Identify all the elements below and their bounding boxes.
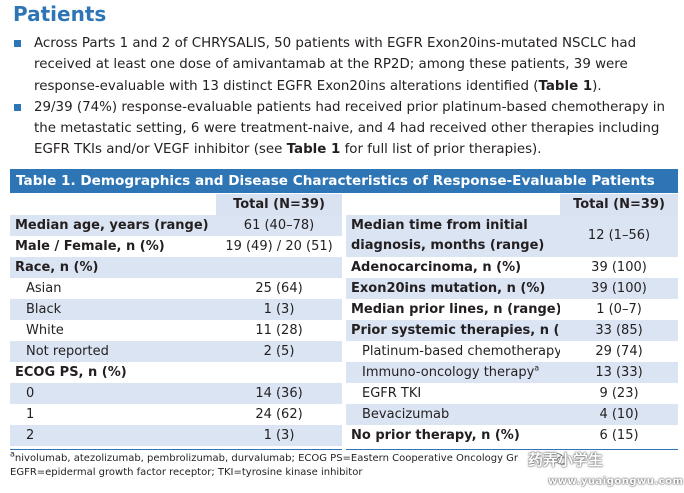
row-value: 11 (28) [255,323,303,338]
row-value: 6 (15) [599,428,639,443]
table-row: Race, n (%) [10,257,342,278]
bullet-item-2: 29/39 (74%) response-evaluable patients … [14,97,678,161]
table-row: Median time from initial diagnosis, month… [346,215,678,257]
table-row: Adenocarcinoma, n (%) 39 (100) [346,257,678,278]
table-row: ECOG PS, n (%) [10,362,342,383]
bullet-square-icon [14,103,21,111]
row-value: 39 (100) [591,260,647,275]
row-label: No prior therapy, n (%) [351,428,520,443]
row-label: Exon20ins mutation, n (%) [346,278,560,299]
table-row: Immuno-oncology therapya 13 (33) [346,362,678,383]
row-value: 1 (3) [216,299,342,320]
footnote-line-1: anivolumab, atezolizumab, pembrolizumab,… [10,449,519,464]
row-label: Black [10,299,216,320]
bullet-item-1: Across Parts 1 and 2 of CHRYSALIS, 50 pa… [14,33,678,97]
table-row: Asian 25 (64) [10,278,342,299]
table-row: EGFR TKI 9 (23) [346,383,678,404]
column-header: Total (N=39) [560,194,678,215]
row-value: 24 (62) [255,407,303,422]
row-value: 33 (85) [560,320,678,341]
table-title: Table 1. Demographics and Disease Charac… [10,169,678,193]
row-value: 29 (74) [595,344,643,359]
row-label: EGFR TKI [362,386,422,401]
table-row: Not reported 2 (5) [10,341,342,362]
table-left-panel: Total (N=39) Median age, years (range) 61… [10,194,342,450]
row-value: 39 (100) [560,278,678,299]
row-label: Race, n (%) [10,257,216,278]
watermark-text: 药弄小学生 [528,451,604,469]
table-reference: Table 1 [538,78,593,94]
table-row: 1 24 (62) [10,404,342,425]
table-right-panel: Total (N=39) Median time from initial dia… [346,194,678,450]
table-row: No prior therapy, n (%) 6 (15) [346,425,678,446]
row-label: 0 [10,383,216,404]
bullet-text: 29/39 (74%) response-evaluable patients … [34,99,665,158]
table-row: Male / Female, n (%) 19 (49) / 20 (51) [10,236,342,257]
row-label: Median age, years (range) [10,215,216,236]
column-header: Total (N=39) [216,194,342,215]
row-value: 1 (0–7) [596,302,642,317]
row-label: Not reported [10,341,216,362]
row-value: 12 (1–56) [560,215,678,257]
row-label: Prior systemic therapies, n (%) [346,320,560,341]
row-label: Median prior lines, n (range) [351,302,560,317]
row-label: ECOG PS, n (%) [15,365,127,380]
row-value: 9 (23) [599,386,639,401]
row-value: 19 (49) / 20 (51) [225,239,333,254]
page-title: Patients [13,2,107,26]
row-label: White [26,323,64,338]
table-row: Median prior lines, n (range) 1 (0–7) [346,299,678,320]
watermark-url: www.yuaigongwu.com [548,476,684,487]
row-value: 1 (3) [216,425,342,446]
row-value: 14 (36) [216,383,342,404]
table-row: Prior systemic therapies, n (%) 33 (85) [346,320,678,341]
row-label: 1 [26,407,35,422]
table-header: Total (N=39) [346,194,678,215]
bullet-text: Across Parts 1 and 2 of CHRYSALIS, 50 pa… [34,36,637,94]
row-label: Median time from initial diagnosis, month… [346,215,560,257]
row-label: Bevacizumab [346,404,560,425]
wechat-logo-icon [551,453,567,465]
table-row: 0 14 (36) [10,383,342,404]
row-value: 2 (5) [216,341,342,362]
row-label: Asian [26,281,62,296]
bullet-text: for full list of prior therapies). [340,142,542,158]
row-label: Platinum-based chemotherapy [362,344,560,359]
row-value: 4 (10) [560,404,678,425]
table-row: White 11 (28) [10,320,342,341]
row-value: 61 (40–78) [216,215,342,236]
footnote: anivolumab, atezolizumab, pembrolizumab,… [10,449,680,480]
table-reference: Table 1 [286,142,341,158]
footnote-line-2: EGFR=epidermal growth factor receptor; T… [10,467,363,478]
row-label: Male / Female, n (%) [15,239,165,254]
bullet-square-icon [14,40,21,47]
table-row: Bevacizumab 4 (10) [346,404,678,425]
table-row: Platinum-based chemotherapy 29 (74) [346,341,678,362]
row-value [216,257,342,278]
row-label: Immuno-oncology therapya [346,362,560,383]
bullet-list: Across Parts 1 and 2 of CHRYSALIS, 50 pa… [14,33,678,161]
row-label: Adenocarcinoma, n (%) [351,260,522,275]
row-value: 13 (33) [560,362,678,383]
row-value [216,362,342,383]
table-row: Exon20ins mutation, n (%) 39 (100) [346,278,678,299]
table-header: Total (N=39) [10,194,342,215]
table-row: Median age, years (range) 61 (40–78) [10,215,342,236]
row-value: 25 (64) [255,281,303,296]
table-row: Black 1 (3) [10,299,342,320]
bullet-text: ). [592,78,602,94]
row-label: 2 [10,425,216,446]
